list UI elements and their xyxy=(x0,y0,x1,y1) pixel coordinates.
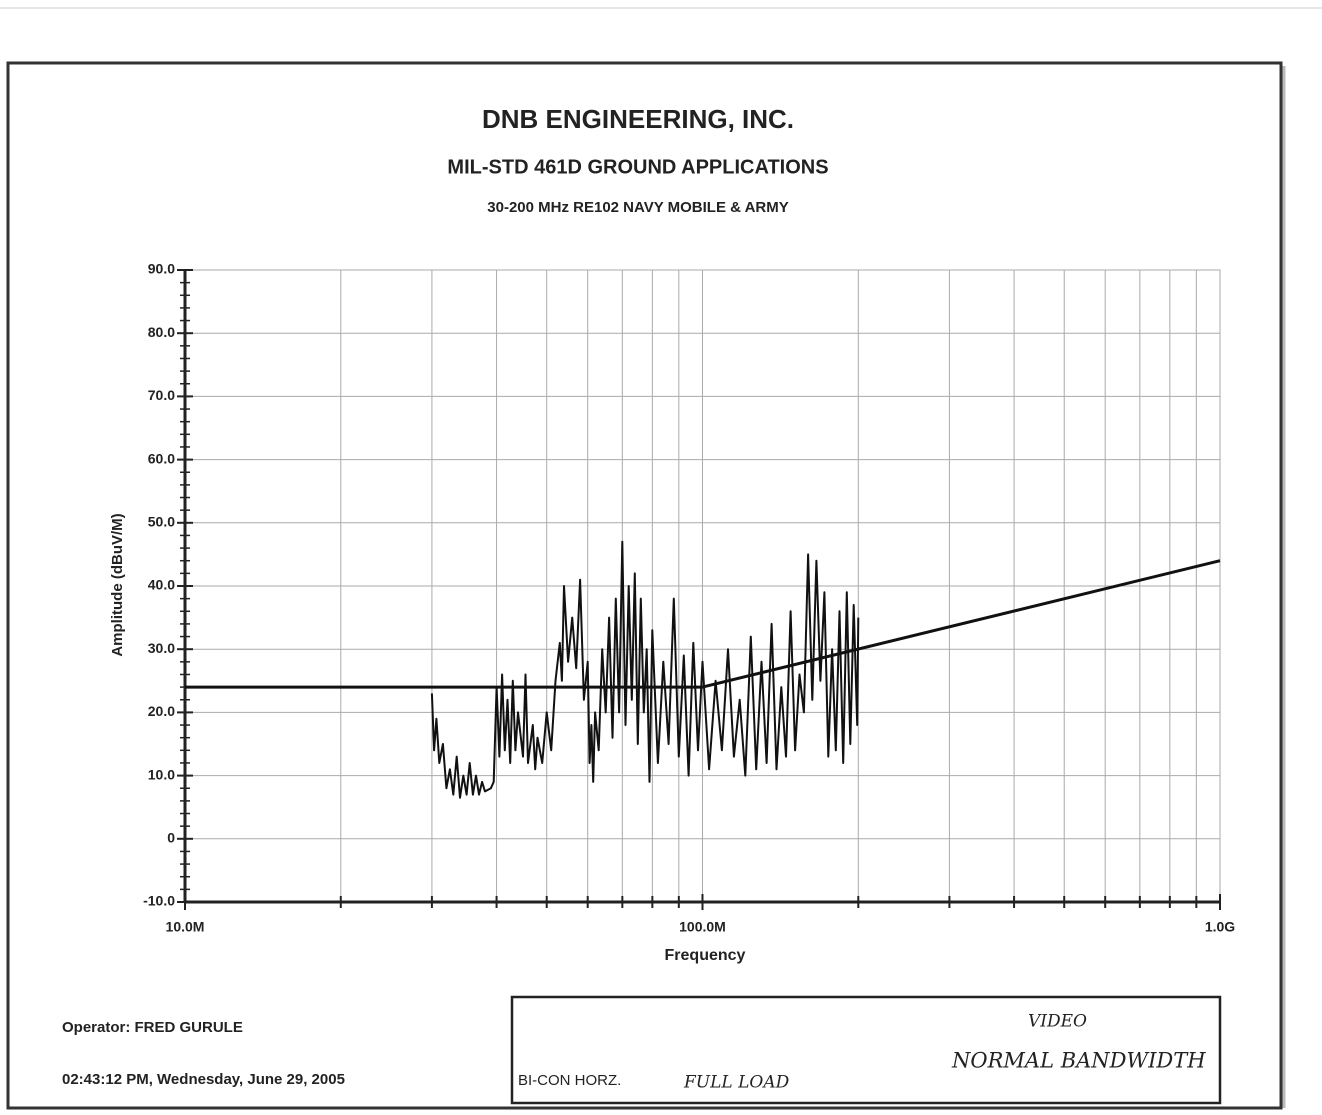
y-tick-label: 80.0 xyxy=(148,324,175,340)
y-tick-label: 50.0 xyxy=(148,514,175,530)
chart-subtitle: MIL-STD 461D GROUND APPLICATIONS xyxy=(447,156,828,178)
y-tick-label: 60.0 xyxy=(148,450,175,466)
timestamp: 02:43:12 PM, Wednesday, June 29, 2005 xyxy=(62,1071,345,1088)
y-tick-label: 40.0 xyxy=(148,577,175,593)
y-tick-label: 30.0 xyxy=(148,640,175,656)
y-tick-label: -10.0 xyxy=(143,893,175,909)
y-tick-label: 20.0 xyxy=(148,703,175,719)
series-line xyxy=(430,540,860,799)
handwritten-note: FULL LOAD xyxy=(683,1073,790,1093)
page-frame xyxy=(6,61,1283,1110)
chart-title: DNB ENGINEERING, INC. xyxy=(482,104,794,134)
y-tick-label: 70.0 xyxy=(148,387,175,403)
x-tick-label: 10.0M xyxy=(166,919,205,935)
handwritten-note: VIDEO xyxy=(1028,1012,1087,1032)
operator: Operator: FRED GURULE xyxy=(62,1019,243,1036)
chart-subtitle: 30-200 MHz RE102 NAVY MOBILE & ARMY xyxy=(487,199,788,216)
y-axis-label: Amplitude (dBuV/M) xyxy=(109,513,126,656)
series-line xyxy=(185,559,1221,689)
x-axis-label: Frequency xyxy=(665,947,746,964)
handwritten-note: NORMAL BANDWIDTH xyxy=(951,1049,1206,1073)
antenna: BI-CON HORZ. xyxy=(518,1072,621,1089)
info-box xyxy=(510,995,1222,1105)
y-tick-label: 0 xyxy=(167,830,175,846)
y-tick-label: 10.0 xyxy=(148,766,175,782)
y-tick-label: 90.0 xyxy=(148,261,175,277)
x-tick-label: 1.0G xyxy=(1205,919,1235,935)
x-tick-label: 100.0M xyxy=(679,919,726,935)
